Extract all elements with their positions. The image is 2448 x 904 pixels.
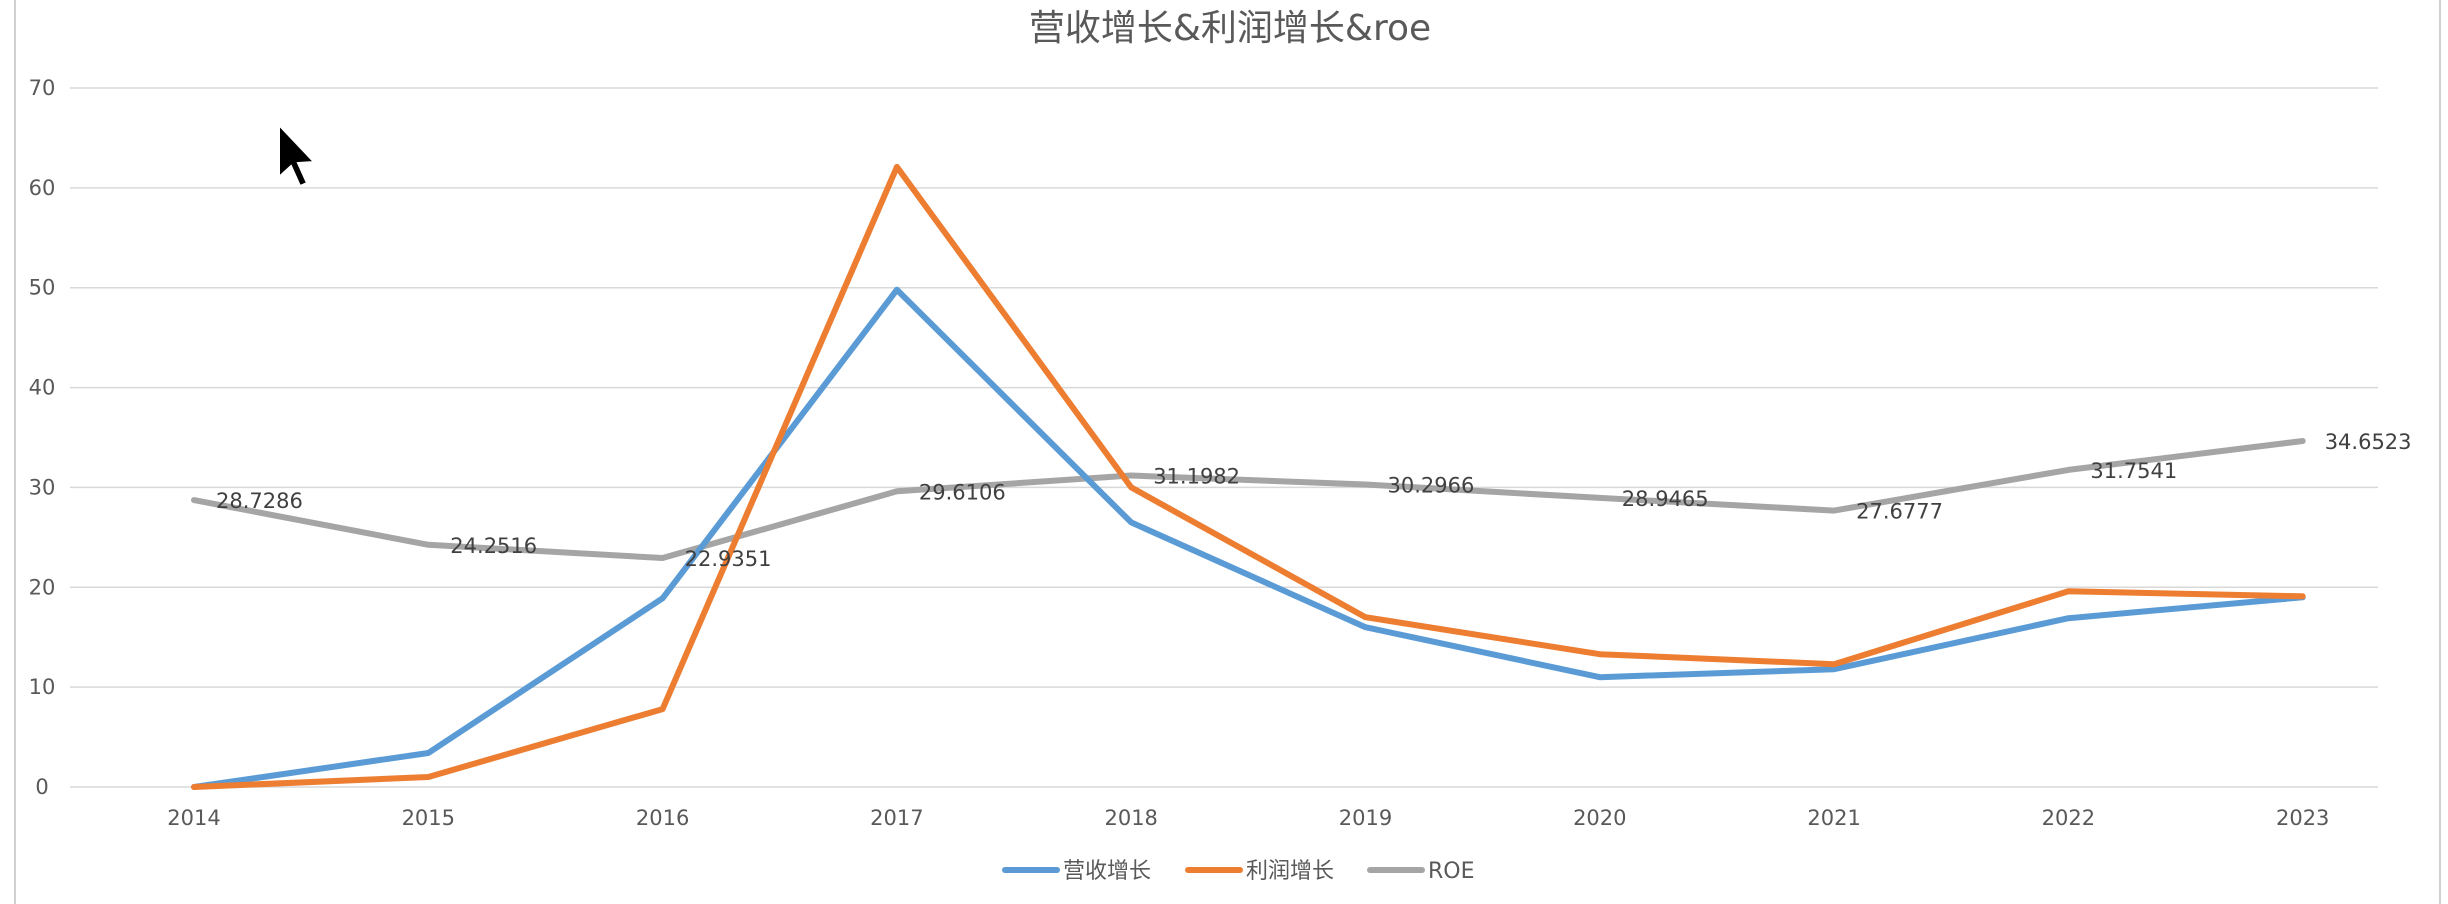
legend: 营收增长 利润增长 ROE (1002, 859, 1475, 884)
data-point (192, 785, 196, 789)
data-point (661, 556, 665, 560)
data-point (895, 489, 899, 493)
data-point (426, 543, 430, 547)
x-tick-label: 2014 (167, 806, 220, 830)
series-layer (191, 163, 2306, 790)
legend-label: ROE (1428, 859, 1475, 884)
data-point (1129, 520, 1133, 524)
data-label: 27.6777 (1856, 500, 1943, 524)
y-tick-label: 10 (29, 675, 56, 699)
data-point (895, 165, 899, 169)
mouse-cursor-icon (278, 122, 317, 188)
data-point (1832, 662, 1836, 666)
y-tick-label: 20 (29, 575, 56, 599)
data-label: 24.2516 (450, 534, 537, 558)
data-label: 31.1982 (1153, 464, 1240, 488)
data-point (426, 751, 430, 755)
y-tick-label: 70 (29, 76, 56, 100)
data-point (1598, 496, 1602, 500)
data-label: 31.7541 (2090, 459, 2177, 483)
data-point (2301, 439, 2305, 443)
data-label: 34.6523 (2325, 430, 2412, 454)
x-tick-label: 2019 (1339, 806, 1392, 830)
series-line-1 (191, 163, 2306, 790)
y-tick-label: 30 (29, 475, 56, 499)
x-tick-label: 2016 (636, 806, 689, 830)
y-tick-label: 50 (29, 276, 56, 300)
x-tick-label: 2021 (1807, 806, 1860, 830)
x-tick-label: 2023 (2276, 806, 2329, 830)
data-point (2066, 468, 2070, 472)
x-axis-ticks: 2014 2015 2016 2017 2018 2019 2020 2021 2022 2023 (167, 806, 2329, 830)
data-label: 28.9465 (1622, 487, 1709, 511)
data-label: 30.2966 (1388, 473, 1475, 497)
data-point (1364, 482, 1367, 486)
x-tick-label: 2018 (1104, 806, 1157, 830)
data-label: 22.9351 (685, 547, 772, 571)
x-tick-label: 2022 (2042, 806, 2095, 830)
data-point (2066, 589, 2070, 593)
legend-label: 营收增长 (1063, 859, 1151, 884)
data-point (1832, 667, 1836, 671)
data-point (661, 707, 665, 711)
series-line-2 (191, 438, 2306, 561)
data-point (1129, 485, 1133, 489)
data-point (2066, 616, 2070, 620)
data-point (1598, 675, 1602, 679)
x-tick-label: 2017 (870, 806, 923, 830)
data-point (1364, 615, 1367, 619)
y-axis-ticks: 0 10 20 30 40 50 60 70 (29, 76, 56, 799)
data-point (426, 775, 430, 779)
data-point (1832, 509, 1836, 513)
data-point (1598, 652, 1602, 656)
chart-title: 营收增长&利润增长&roe (1029, 8, 1431, 49)
data-point (1364, 625, 1367, 629)
data-point (192, 498, 196, 502)
legend-label: 利润增长 (1246, 859, 1334, 884)
data-label: 29.6106 (919, 480, 1006, 504)
series-line-0 (191, 286, 2306, 790)
x-tick-label: 2020 (1573, 806, 1626, 830)
data-point (661, 596, 665, 600)
grid-layer (70, 87, 2378, 788)
y-tick-label: 60 (29, 176, 56, 200)
data-point (1129, 473, 1133, 477)
data-point (2301, 594, 2305, 598)
data-label: 28.7286 (216, 489, 303, 513)
x-tick-label: 2015 (402, 806, 455, 830)
y-tick-label: 40 (29, 376, 56, 400)
y-tick-label: 0 (35, 775, 48, 799)
data-labels: 28.7286 24.2516 22.9351 29.6106 31.1982 30.29… (216, 430, 2412, 571)
data-point (895, 288, 899, 292)
